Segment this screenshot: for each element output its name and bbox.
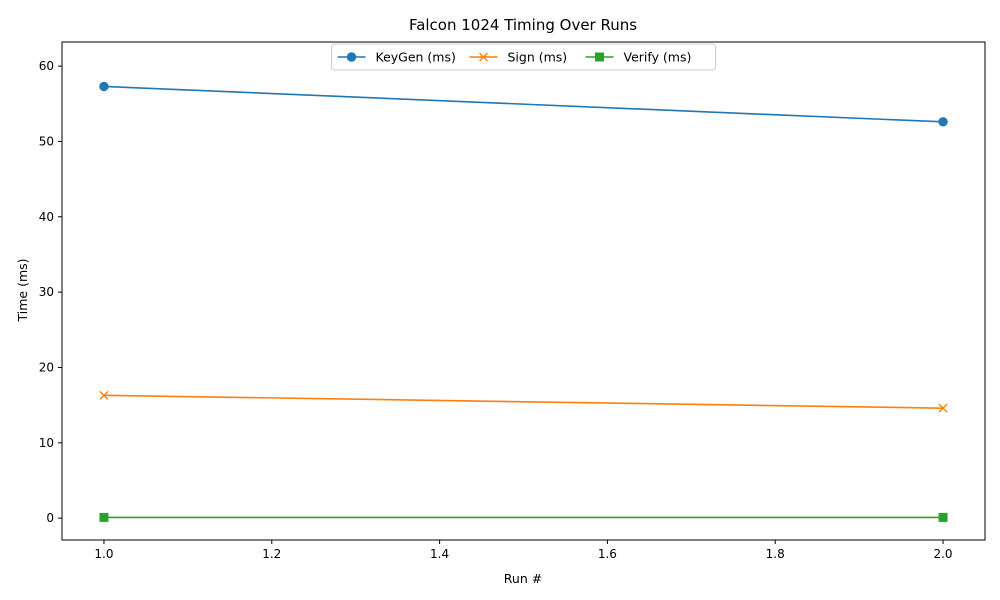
x-axis-label: Run # [504,571,542,586]
legend-label-sign-ms: Sign (ms) [508,50,568,65]
y-tick-label: 0 [46,511,54,525]
legend-box [331,43,716,71]
series-keygen-ms [99,81,948,127]
y-tick-label: 60 [39,59,54,73]
data-point-keygen-ms [938,117,948,127]
series-sign-ms [99,390,948,413]
plot-area: 1.0 1.2 1.4 1.6 1.8 2.0 0 10 20 30 40 50 60 [39,41,986,561]
y-axis-label: Time (ms) [15,258,30,322]
legend: KeyGen (ms) Sign (ms) Verify (ms) [331,43,716,71]
x-tick-label: 2.0 [933,547,952,561]
x-tick-label: 1.2 [262,547,281,561]
legend-item-verify-ms: Verify (ms) [585,50,692,65]
data-point-sign-ms [99,390,109,400]
y-tick-label: 20 [39,360,54,374]
legend-label-keygen-ms: KeyGen (ms) [376,50,456,65]
y-tick-label: 10 [39,436,54,450]
legend-marker-keygen-ms [346,52,357,62]
series-verify-ms [99,512,948,522]
legend-label-verify-ms: Verify (ms) [624,50,692,65]
x-tick-label: 1.0 [94,547,113,561]
legend-item-keygen-ms: KeyGen (ms) [337,50,456,65]
axis-ticks: 1.0 1.2 1.4 1.6 1.8 2.0 0 10 20 30 40 50 60 [39,59,953,561]
data-point-keygen-ms [99,81,109,92]
data-point-verify-ms [938,512,948,522]
y-tick-label: 40 [39,210,54,224]
legend-item-sign-ms: Sign (ms) [469,50,568,65]
data-point-sign-ms-stroke-b [99,390,109,400]
x-tick-label: 1.6 [598,547,617,561]
legend-marker-sign-ms-stroke-b [479,52,488,62]
data-point-sign-ms-stroke-b [938,403,948,413]
data-point-verify-ms [99,512,109,522]
y-tick-label: 30 [39,285,54,299]
x-tick-label: 1.4 [430,547,449,561]
series-line-keygen-ms [103,85,944,123]
chart-title: Falcon 1024 Timing Over Runs [409,16,637,34]
legend-marker-verify-ms [595,52,604,62]
axes-frame [61,41,986,541]
legend-marker-sign-ms [479,52,488,62]
data-point-sign-ms [938,403,948,413]
series-line-sign-ms [103,394,944,409]
y-tick-label: 50 [39,134,54,148]
x-tick-label: 1.8 [766,547,785,561]
